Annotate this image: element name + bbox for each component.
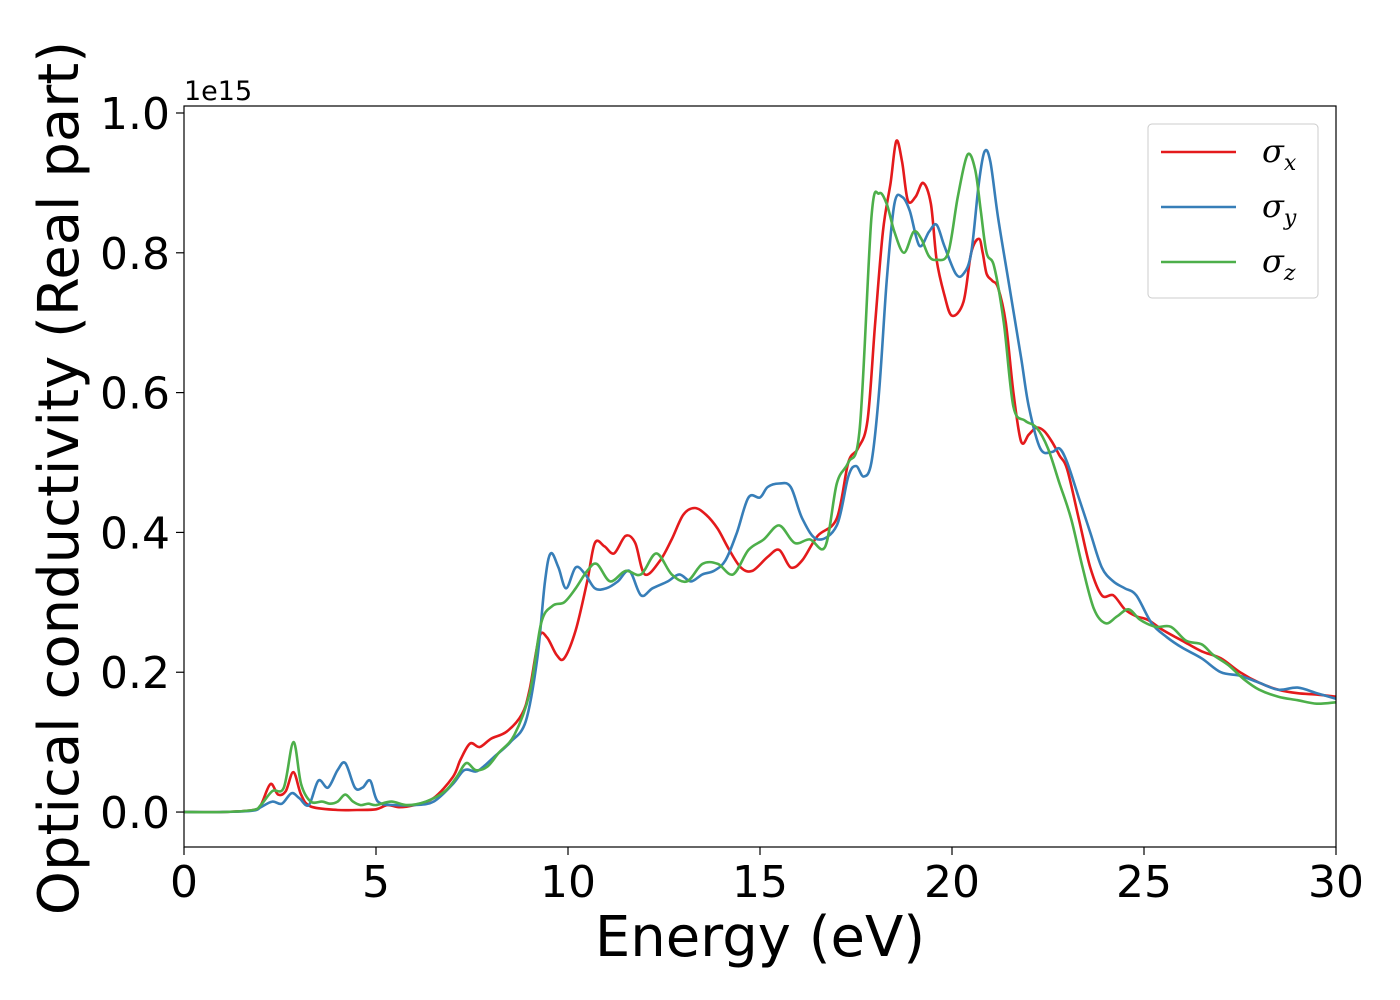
plot-area — [183, 139, 1337, 814]
series-line-z — [183, 152, 1337, 814]
legend-label-z: σz — [1262, 242, 1296, 286]
y-tick-label: 1.0 — [100, 89, 170, 140]
y-axis: 0.0 0.2 0.4 0.6 0.8 1.0 — [100, 89, 184, 839]
legend-frame — [1147, 123, 1319, 299]
x-tick-label: 5 — [362, 857, 390, 908]
x-tick-label: 25 — [1116, 857, 1172, 908]
x-tick-label: 15 — [732, 857, 788, 908]
y-tick-label: 0.6 — [100, 369, 170, 420]
series-line-y — [183, 148, 1337, 814]
legend-label-x: σx — [1262, 132, 1297, 176]
x-tick-label: 30 — [1308, 857, 1364, 908]
legend-label-y: σy — [1262, 187, 1297, 231]
x-tick-label: 0 — [170, 857, 198, 908]
x-axis: 0 5 10 15 20 25 30 — [170, 847, 1364, 908]
y-tick-label: 0.4 — [100, 508, 170, 559]
x-axis-label: Energy (eV) — [595, 905, 925, 970]
x-tick-label: 10 — [540, 857, 596, 908]
series-line-x — [183, 139, 1337, 814]
y-axis-label: Optical conductivity (Real part) — [27, 41, 92, 915]
y-offset-label: 1e15 — [184, 76, 252, 107]
y-tick-label: 0.2 — [100, 648, 170, 699]
y-tick-label: 0.8 — [100, 229, 170, 280]
x-tick-label: 20 — [924, 857, 980, 908]
legend: σx σy σz — [1147, 123, 1319, 299]
y-tick-label: 0.0 — [100, 788, 170, 839]
